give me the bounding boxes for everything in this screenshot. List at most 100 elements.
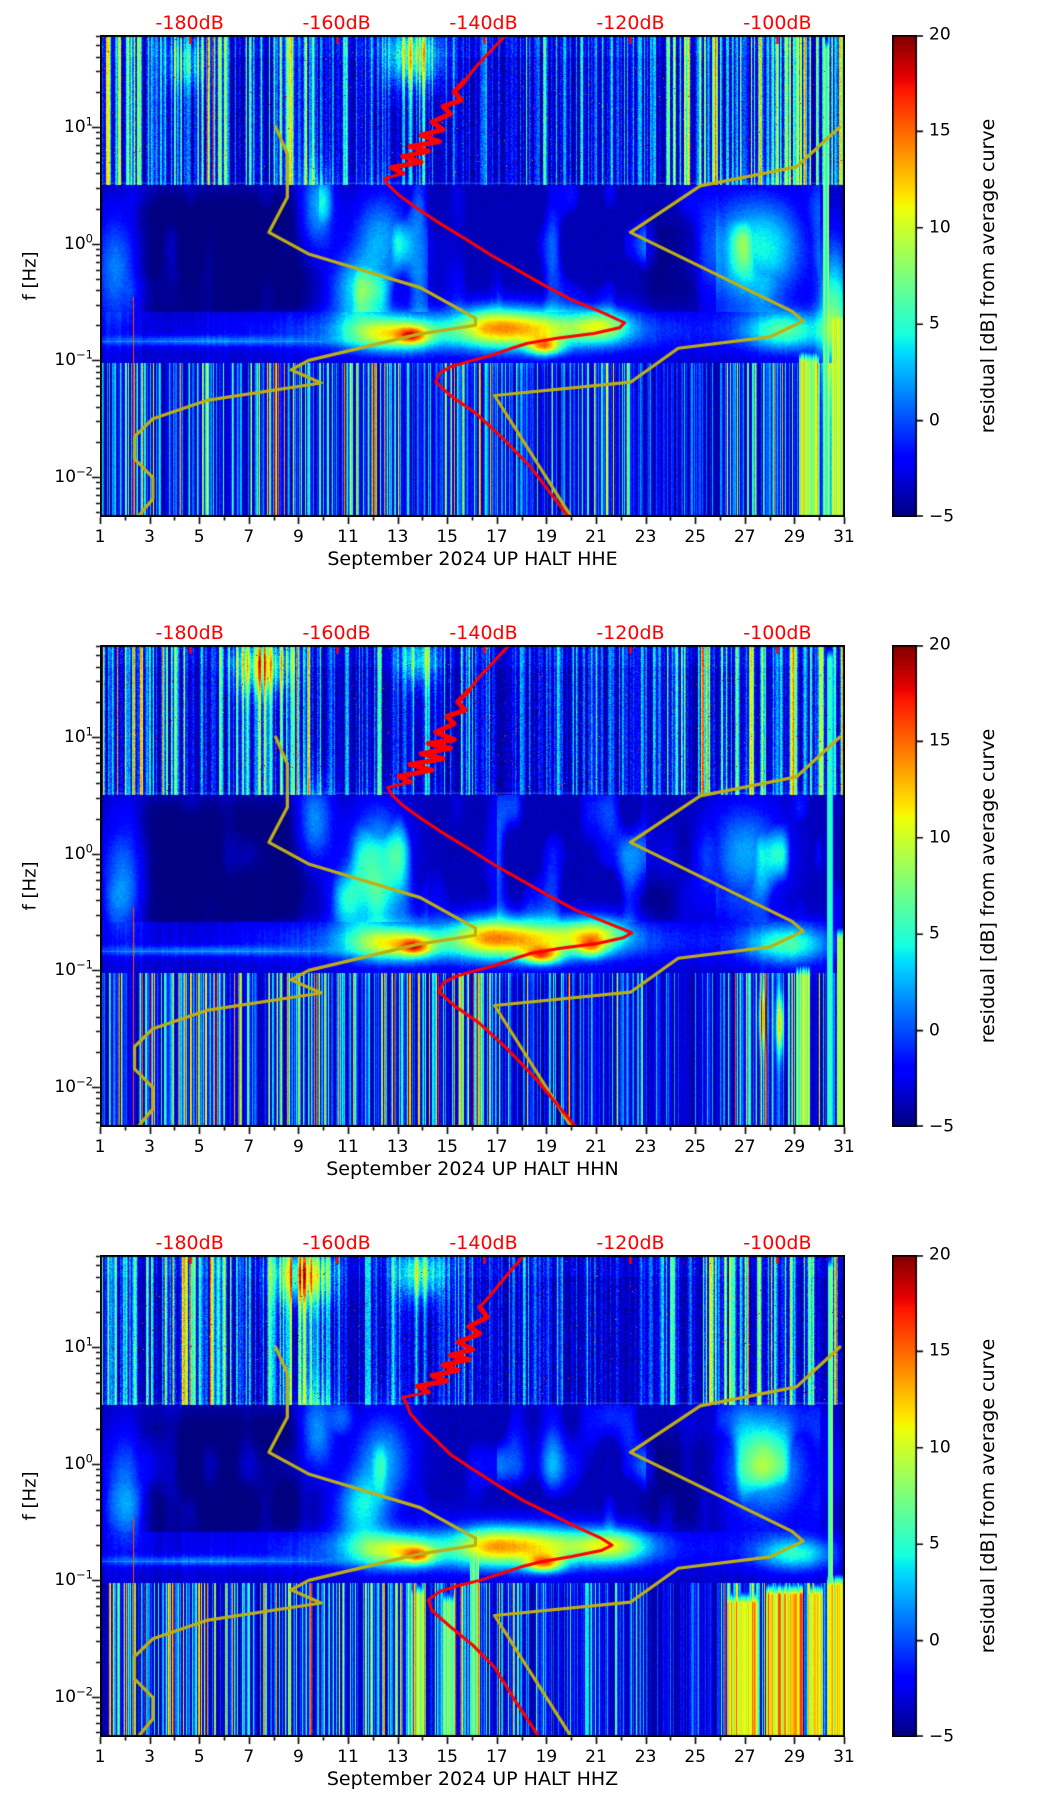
- x-tick-label: 11: [337, 1137, 359, 1157]
- x-tick-label: 13: [386, 1747, 409, 1767]
- y-tick-label: 10−2: [54, 1074, 93, 1098]
- x-tick-label: 15: [436, 1747, 459, 1767]
- colorbar-canvas-hhz: [892, 1255, 926, 1737]
- x-tick-label: 29: [783, 527, 806, 547]
- y-tick-label: 10−1: [54, 347, 93, 371]
- x-tick-label: 1: [94, 1747, 106, 1767]
- x-tick-label: 27: [733, 1137, 756, 1157]
- x-tick-label: 25: [684, 1747, 707, 1767]
- colorbar-tick-label: 10: [929, 1437, 951, 1458]
- x-tick-label: 29: [783, 1747, 806, 1767]
- y-tick-label: 10−2: [54, 464, 93, 488]
- colorbar-tick-label: 20: [929, 1244, 951, 1265]
- top-db-axis-label: -180dB: [155, 12, 224, 34]
- x-tick-label: 19: [535, 1747, 558, 1767]
- colorbar-tick-label: 0: [929, 410, 940, 431]
- top-db-axis-label: -160dB: [302, 1232, 371, 1254]
- x-tick-label: 21: [585, 1137, 607, 1157]
- colorbar-label: residual [dB] from average curve: [977, 118, 999, 434]
- x-tick-label: 31: [833, 1747, 855, 1767]
- y-tick-label: 10−1: [54, 1567, 93, 1591]
- y-tick-label: 101: [64, 1334, 93, 1358]
- x-tick-label: 23: [634, 1747, 657, 1767]
- x-tick-label: 27: [733, 1747, 756, 1767]
- top-db-axis-label: -100dB: [743, 622, 812, 644]
- colorbar-canvas-hhe: [892, 35, 926, 517]
- top-db-axis-label: -140dB: [449, 12, 518, 34]
- x-tick-label: 21: [585, 1747, 607, 1767]
- colorbar-tick-label: 20: [929, 634, 951, 655]
- x-tick-label: 31: [833, 1137, 855, 1157]
- spectrogram-canvas-hhe: [100, 35, 845, 517]
- x-tick-label: 19: [535, 527, 558, 547]
- panel-title: September 2024 UP HALT HHZ: [326, 1768, 619, 1790]
- x-tick-label: 31: [833, 527, 855, 547]
- y-tick-label: 101: [64, 114, 93, 138]
- colorbar-tick-label: 10: [929, 217, 951, 238]
- colorbar-tick-label: 15: [929, 1340, 951, 1361]
- panel-title: September 2024 UP HALT HHN: [326, 1158, 619, 1180]
- top-db-axis-label: -160dB: [302, 622, 371, 644]
- y-axis-label: f [Hz]: [19, 1471, 41, 1521]
- x-tick-label: 7: [243, 1137, 255, 1157]
- x-tick-label: 7: [243, 1747, 255, 1767]
- x-tick-label: 3: [144, 1137, 156, 1157]
- colorbar-tick-label: 5: [929, 923, 940, 944]
- top-db-axis-label: -180dB: [155, 622, 224, 644]
- colorbar-tick-label: −5: [929, 1726, 955, 1747]
- x-tick-label: 17: [485, 1747, 508, 1767]
- spectrogram-canvas-hhn: [100, 645, 845, 1127]
- y-tick-label: 10−2: [54, 1684, 93, 1708]
- top-db-axis-label: -140dB: [449, 622, 518, 644]
- x-tick-label: 1: [94, 527, 106, 547]
- colorbar-canvas-hhn: [892, 645, 926, 1127]
- top-db-axis-label: -140dB: [449, 1232, 518, 1254]
- x-tick-label: 13: [386, 527, 409, 547]
- x-tick-label: 17: [485, 1137, 508, 1157]
- x-tick-label: 9: [292, 1747, 304, 1767]
- top-db-axis-label: -100dB: [743, 12, 812, 34]
- colorbar-tick-label: 20: [929, 24, 951, 45]
- top-db-axis-label: -160dB: [302, 12, 371, 34]
- x-tick-label: 3: [144, 1747, 156, 1767]
- x-tick-label: 5: [193, 527, 205, 547]
- y-tick-label: 10−1: [54, 957, 93, 981]
- colorbar-tick-label: 15: [929, 120, 951, 141]
- top-db-axis-label: -180dB: [155, 1232, 224, 1254]
- x-tick-label: 25: [684, 527, 707, 547]
- y-tick-label: 101: [64, 724, 93, 748]
- panel-title: September 2024 UP HALT HHE: [327, 548, 618, 570]
- y-tick-label: 100: [64, 841, 93, 864]
- top-db-axis-label: -100dB: [743, 1232, 812, 1254]
- colorbar-label: residual [dB] from average curve: [977, 1338, 999, 1654]
- x-tick-label: 5: [193, 1137, 205, 1157]
- colorbar-tick-label: −5: [929, 1116, 955, 1137]
- colorbar-tick-label: 15: [929, 730, 951, 751]
- colorbar-tick-label: 10: [929, 827, 951, 848]
- x-tick-label: 27: [733, 527, 756, 547]
- colorbar-tick-label: 5: [929, 1533, 940, 1554]
- y-axis-label: f [Hz]: [19, 861, 41, 911]
- x-tick-label: 15: [436, 527, 459, 547]
- x-tick-label: 9: [292, 1137, 304, 1157]
- x-tick-label: 21: [585, 527, 607, 547]
- x-tick-label: 5: [193, 1747, 205, 1767]
- x-tick-label: 29: [783, 1137, 806, 1157]
- x-tick-label: 1: [94, 1137, 106, 1157]
- x-tick-label: 19: [535, 1137, 558, 1157]
- colorbar-tick-label: −5: [929, 506, 955, 527]
- x-tick-label: 11: [337, 527, 359, 547]
- y-tick-label: 100: [64, 231, 93, 254]
- colorbar-label: residual [dB] from average curve: [977, 728, 999, 1044]
- x-tick-label: 23: [634, 527, 657, 547]
- x-tick-label: 9: [292, 527, 304, 547]
- colorbar-tick-label: 0: [929, 1630, 940, 1651]
- top-db-axis-label: -120dB: [596, 622, 665, 644]
- x-tick-label: 3: [144, 527, 156, 547]
- y-axis-label: f [Hz]: [19, 251, 41, 301]
- x-tick-label: 23: [634, 1137, 657, 1157]
- x-tick-label: 25: [684, 1137, 707, 1157]
- x-tick-label: 11: [337, 1747, 359, 1767]
- colorbar-tick-label: 0: [929, 1020, 940, 1041]
